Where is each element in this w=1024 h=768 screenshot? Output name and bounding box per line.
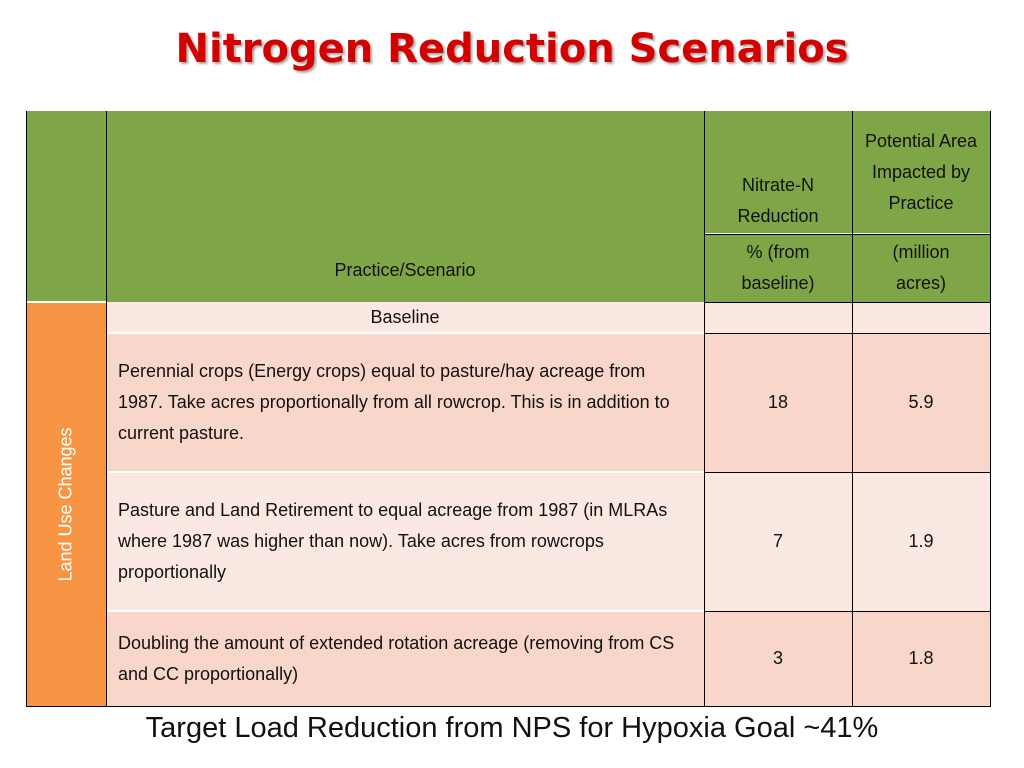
row-reduction-cell: 18	[704, 333, 852, 472]
row-reduction: 3	[772, 648, 783, 668]
grid-line	[26, 111, 27, 706]
group-label: Land Use Changes	[55, 426, 76, 582]
row-divider	[106, 332, 704, 334]
row-divider	[106, 471, 704, 473]
header-reduction-cell: Nitrate-N Reduction	[704, 111, 852, 234]
group-divider	[26, 301, 106, 303]
table-row-perennial-crops: Perennial crops (Energy crops) equal to …	[106, 333, 704, 472]
header-area-label: Potential Area Impacted by Practice	[864, 131, 978, 213]
row-reduction-cell	[704, 302, 852, 333]
header-corner-cell	[26, 111, 106, 302]
header-reduction-unit-cell: % (from baseline)	[704, 234, 852, 302]
row-area-cell	[852, 302, 990, 333]
grid-line	[26, 706, 991, 707]
header-reduction-label: Nitrate-N Reduction	[737, 175, 819, 226]
header-area-cell: Potential Area Impacted by Practice	[852, 111, 990, 234]
grid-line	[704, 111, 705, 706]
row-area: 1.8	[908, 648, 934, 668]
row-divider	[106, 610, 704, 612]
grid-line	[704, 302, 991, 303]
grid-line	[704, 611, 991, 612]
header-divider-light	[704, 233, 990, 234]
grid-line	[990, 111, 991, 706]
row-reduction: 18	[767, 392, 789, 412]
row-scenario: Doubling the amount of extended rotation…	[118, 632, 675, 684]
page-title: Nitrogen Reduction Scenarios	[175, 26, 849, 72]
grid-line	[106, 111, 107, 706]
row-reduction: 7	[772, 531, 783, 551]
row-scenario: Perennial crops (Energy crops) equal to …	[118, 361, 670, 443]
grid-line	[704, 234, 991, 235]
header-area-unit: (million acres)	[892, 242, 950, 293]
row-area: 5.9	[908, 392, 934, 412]
footer-note: Target Load Reduction from NPS for Hypox…	[145, 712, 879, 744]
row-area: 1.9	[908, 531, 934, 551]
grid-line	[852, 111, 853, 706]
grid-line	[704, 472, 991, 473]
row-scenario: Pasture and Land Retirement to equal acr…	[118, 500, 668, 582]
group-cell	[26, 302, 106, 706]
header-practice-cell: Practice/Scenario	[106, 111, 704, 302]
header-practice-label: Practice/Scenario	[334, 260, 476, 280]
header-reduction-unit: % (from baseline)	[741, 242, 815, 293]
row-area-cell: 1.9	[852, 472, 990, 611]
row-area-cell: 5.9	[852, 333, 990, 472]
table-row-pasture-retirement: Pasture and Land Retirement to equal acr…	[106, 472, 704, 611]
grid-line	[704, 333, 991, 334]
table-row-baseline: Baseline	[106, 302, 704, 333]
group-label-wrap: Land Use Changes	[26, 302, 106, 706]
row-scenario: Baseline	[370, 307, 440, 327]
header-area-unit-cell: (million acres)	[852, 234, 990, 302]
row-reduction-cell: 7	[704, 472, 852, 611]
table-row-extended-rotation: Doubling the amount of extended rotation…	[106, 611, 704, 706]
row-reduction-cell: 3	[704, 611, 852, 706]
row-area-cell: 1.8	[852, 611, 990, 706]
